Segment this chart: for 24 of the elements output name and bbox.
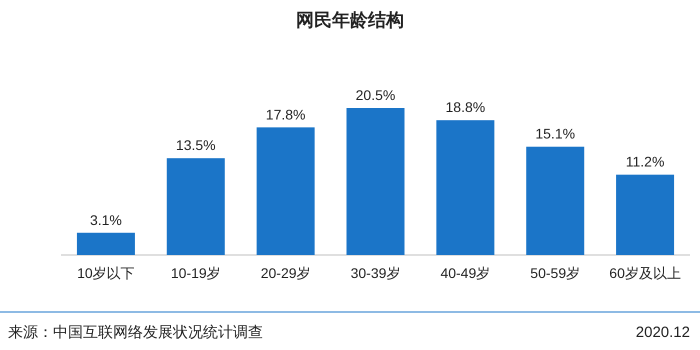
bar <box>76 232 135 255</box>
bar <box>616 174 674 255</box>
bar <box>346 108 404 255</box>
data-label: 3.1% <box>90 212 122 228</box>
x-tick-label: 60岁及以上 <box>609 265 681 281</box>
source-note: 来源：中国互联网络发展状况统计调查 <box>8 324 263 341</box>
data-label: 15.1% <box>535 126 576 142</box>
chart-title: 网民年龄结构 <box>296 10 404 30</box>
x-tick-label: 20-29岁 <box>260 265 311 281</box>
data-label: 13.5% <box>176 137 216 154</box>
x-tick-label: 30-39岁 <box>350 265 400 281</box>
data-label: 18.8% <box>446 99 486 116</box>
x-tick-label: 10岁以下 <box>77 265 135 281</box>
bar <box>166 158 225 255</box>
bar <box>526 146 584 255</box>
data-label: 11.2% <box>626 154 664 170</box>
bar <box>436 120 494 255</box>
x-tick-label: 50-59岁 <box>530 265 580 281</box>
x-tick-label: 10-19岁 <box>170 265 221 281</box>
text: 2020.12 <box>636 324 690 341</box>
data-label: 17.8% <box>266 106 306 122</box>
bar <box>256 127 315 255</box>
data-label: 20.5% <box>356 87 396 103</box>
x-tick-label: 40-49岁 <box>440 265 490 281</box>
